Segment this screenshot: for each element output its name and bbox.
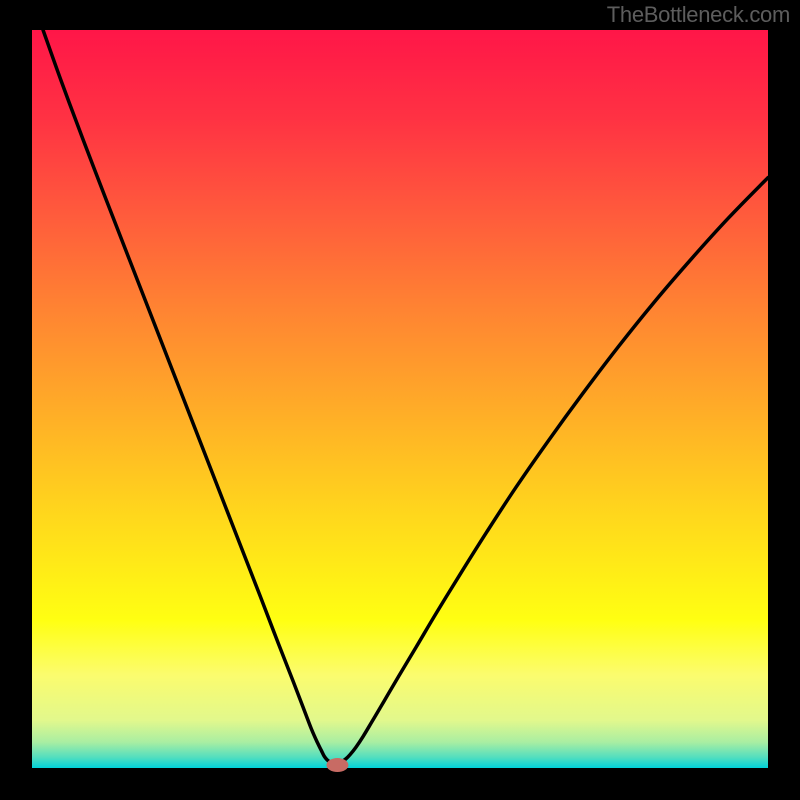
watermark-text: TheBottleneck.com bbox=[607, 2, 790, 28]
plot-area bbox=[32, 30, 768, 768]
